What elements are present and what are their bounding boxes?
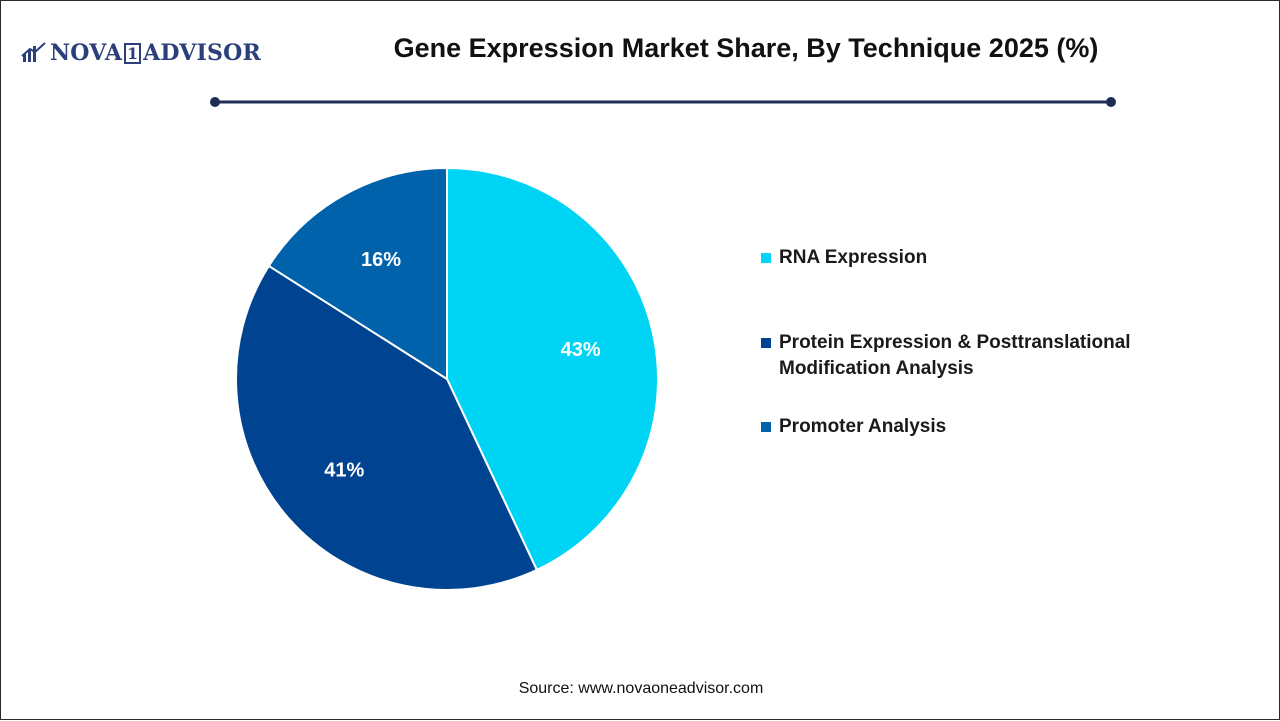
legend-label: RNA Expression (779, 247, 928, 268)
slice-protein-expression (235, 264, 539, 591)
slice-value-label: 43% (561, 339, 601, 361)
bar-chart-icon (21, 42, 46, 62)
legend-swatch (761, 422, 771, 432)
legend-label: Promoter Analysis (779, 416, 947, 437)
nova-advisor-logo: NOVA 1 ADVISOR (21, 37, 261, 69)
logo-text-left: NOVA (50, 40, 123, 66)
legend-item-promoter-analysis: Promoter Analysis (761, 414, 1181, 440)
legend-swatch (761, 338, 771, 348)
legend-item-protein-expression: Protein Expression & Posttranslational M… (761, 330, 1181, 382)
chart-title: Gene Expression Market Share, By Techniq… (393, 33, 1099, 63)
slice-rna-expression (446, 166, 659, 572)
source-note: Source: www.novaoneadvisor.com (518, 680, 764, 697)
logo-text-right: ADVISOR (143, 40, 261, 66)
pie-slice-labels: 43% 41% 16% (324, 249, 601, 482)
slice-value-label: 16% (361, 249, 401, 271)
legend-label: Protein Expression & Posttranslational M… (779, 332, 1131, 379)
title-divider (210, 97, 1116, 107)
logo-wordmark: NOVA 1 ADVISOR (50, 40, 261, 66)
legend-item-rna-expression: RNA Expression (761, 245, 1181, 271)
legend: RNA Expression Protein Expression & Post… (761, 245, 1181, 440)
slice-promoter-analysis (267, 166, 448, 381)
legend-swatch (761, 253, 771, 263)
pie-slices (235, 166, 659, 591)
slice-value-label: 41% (324, 460, 364, 482)
logo-one-box: 1 (124, 42, 142, 64)
